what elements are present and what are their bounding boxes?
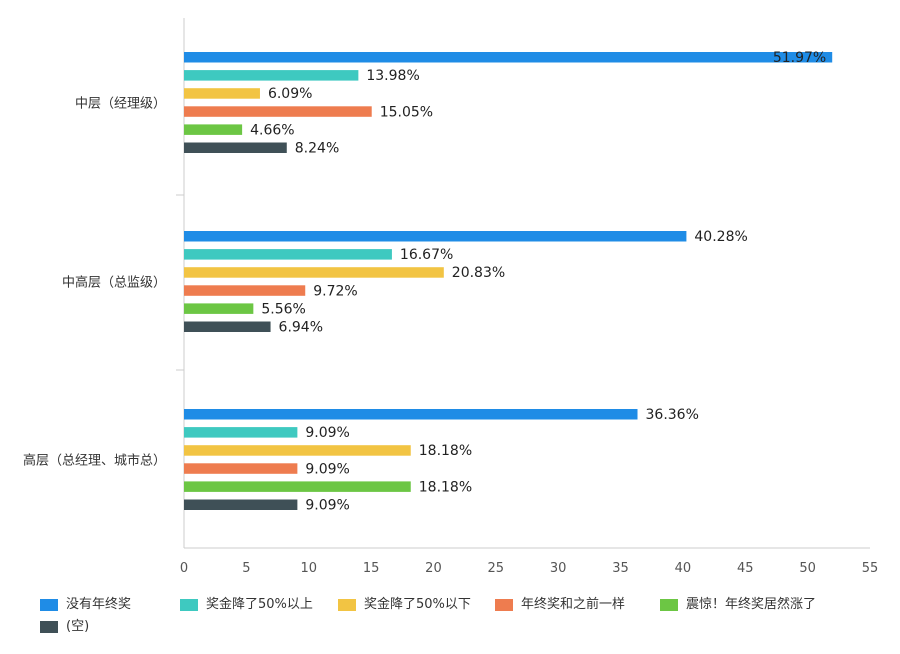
data-label: 6.94%: [279, 320, 323, 336]
bar: [184, 231, 687, 242]
bar: [184, 106, 372, 117]
bar: [184, 88, 260, 99]
bar: [184, 463, 298, 474]
bar: [184, 303, 254, 314]
legend-swatch: [180, 599, 198, 611]
bar: [184, 285, 306, 296]
bar-chart: 0 5 10 15 20 25 30 35 40 45 50 55 中层（经理级） 51.97% 13.98…: [23, 18, 878, 576]
x-tick-label: 35: [612, 561, 629, 576]
bar: [184, 427, 298, 438]
data-label: 13.98%: [366, 68, 419, 84]
legend-item[interactable]: 震惊！年终奖居然涨了: [660, 596, 816, 614]
x-tick-label: 10: [300, 561, 317, 576]
legend-label: 没有年终奖: [66, 597, 132, 612]
data-label: 40.28%: [694, 229, 747, 245]
bar: [184, 70, 359, 81]
legend-swatch: [660, 599, 678, 611]
bar: [184, 52, 833, 63]
data-label: 18.18%: [419, 479, 472, 495]
data-label: 6.09%: [268, 86, 312, 102]
data-label: 8.24%: [295, 141, 339, 157]
bar: [184, 409, 638, 420]
data-label: 9.09%: [305, 461, 349, 477]
bar: [184, 321, 271, 332]
data-label: 15.05%: [380, 104, 433, 120]
legend-item[interactable]: 奖金降了50%以上: [180, 596, 313, 614]
legend-label: 震惊！年终奖居然涨了: [686, 597, 817, 612]
data-label: 18.18%: [419, 443, 472, 459]
legend-label: 奖金降了50%以下: [364, 597, 471, 612]
plot-area: 0 5 10 15 20 25 30 35 40 45 50 55 中层（经理级） 51.97% 13.98…: [23, 18, 878, 576]
bar: [184, 499, 298, 510]
bar: [184, 249, 392, 260]
x-tick-label: 15: [363, 561, 380, 576]
data-label: 36.36%: [646, 407, 699, 423]
data-label: 16.67%: [400, 247, 453, 263]
x-tick-label: 55: [862, 561, 879, 576]
bar: [184, 267, 444, 278]
x-tick-label: 30: [550, 561, 567, 576]
bar: [184, 142, 287, 153]
legend-item[interactable]: 没有年终奖: [40, 596, 131, 614]
category-label: 中层（经理级）: [75, 97, 166, 112]
legend-item[interactable]: (空): [40, 618, 89, 636]
bar: [184, 124, 243, 135]
legend-label: 奖金降了50%以上: [206, 597, 313, 612]
data-label: 51.97%: [773, 50, 826, 66]
legend-swatch: [40, 599, 58, 611]
x-tick-label: 40: [675, 561, 692, 576]
bar: [184, 481, 411, 492]
legend-item[interactable]: 奖金降了50%以下: [338, 596, 471, 614]
data-label: 9.72%: [313, 283, 357, 299]
x-tick-label: 50: [799, 561, 816, 576]
legend-label: 年终奖和之前一样: [521, 597, 626, 612]
legend-label: (空): [66, 619, 90, 634]
category-label: 中高层（总监级）: [62, 275, 166, 291]
data-label: 9.09%: [305, 498, 349, 514]
x-tick-label: 5: [242, 561, 250, 576]
legend-swatch: [40, 621, 58, 633]
category-label: 高层（总经理、城市总）: [23, 453, 166, 469]
x-tick-label: 20: [425, 561, 442, 576]
data-label: 20.83%: [452, 265, 505, 281]
legend-item[interactable]: 年终奖和之前一样: [495, 596, 625, 614]
bar: [184, 445, 411, 456]
data-label: 5.56%: [261, 301, 305, 317]
legend-swatch: [338, 599, 356, 611]
x-tick-label: 0: [180, 561, 188, 576]
data-label: 4.66%: [250, 122, 294, 138]
x-tick-label: 45: [737, 561, 754, 576]
data-label: 9.09%: [305, 425, 349, 441]
x-tick-label: 25: [488, 561, 505, 576]
legend-swatch: [495, 599, 513, 611]
